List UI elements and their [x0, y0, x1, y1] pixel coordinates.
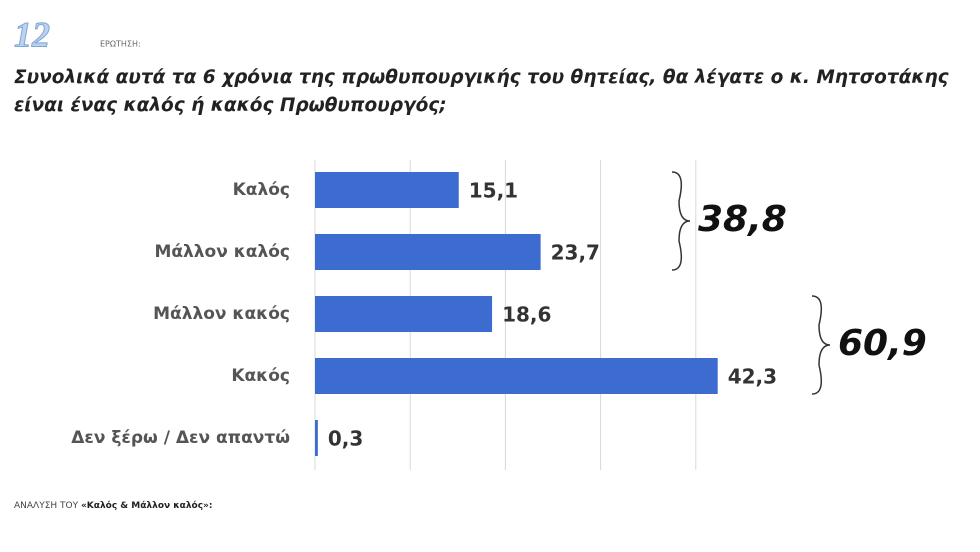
category-label: Δεν ξέρω / Δεν απαντώ [71, 428, 290, 448]
data-label: 23,7 [551, 241, 600, 265]
brace [811, 295, 831, 395]
data-label: 15,1 [469, 179, 518, 203]
group-total: 60,9 [838, 323, 927, 364]
group-total: 38,8 [698, 199, 787, 240]
footer-subject: «Καλός & Μάλλον καλός»: [81, 500, 212, 511]
question-label: ΕΡΩΤΗΣΗ: [100, 40, 141, 49]
brace [671, 171, 691, 271]
category-label: Μάλλον καλός [154, 242, 290, 262]
bar [315, 172, 459, 208]
category-label: Μάλλον κακός [153, 304, 290, 324]
footer-label: ΑΝΑΛΥΣΗ ΤΟΥ «Καλός & Μάλλον καλός»: [14, 500, 212, 511]
category-label: Κακός [231, 366, 290, 386]
data-label: 42,3 [728, 365, 777, 389]
footer-text: ΑΝΑΛΥΣΗ ΤΟΥ [14, 501, 79, 511]
question-number: 12 [14, 14, 50, 54]
bar [315, 358, 718, 394]
bar [315, 420, 318, 456]
chart-title: είναι ένας καλός ή κακός Πρωθυπουργός; [14, 95, 447, 116]
data-label: 0,3 [328, 427, 363, 451]
data-label: 18,6 [502, 303, 551, 327]
bar [315, 296, 493, 332]
chart-title: Συνολικά αυτά τα 6 χρόνια της πρωθυπουργ… [14, 67, 949, 88]
bar [315, 234, 541, 270]
category-label: Καλός [233, 180, 290, 200]
